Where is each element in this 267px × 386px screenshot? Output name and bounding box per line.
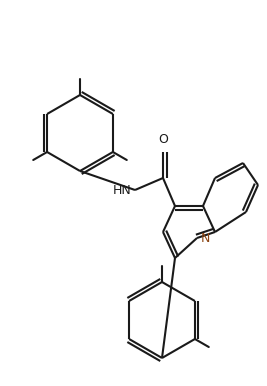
Text: HN: HN bbox=[112, 183, 131, 196]
Text: N: N bbox=[201, 232, 210, 244]
Text: O: O bbox=[158, 133, 168, 146]
